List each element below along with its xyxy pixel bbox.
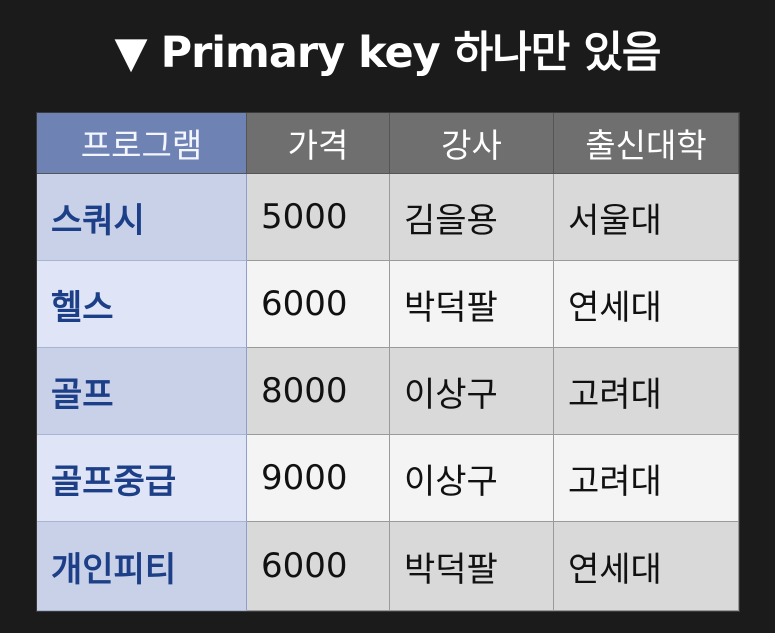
table-cell-instructor: 이상구 xyxy=(390,348,554,435)
table-cell-university: 고려대 xyxy=(554,348,739,435)
slide-title: ▼ Primary key 하나만 있음 xyxy=(114,28,662,78)
table-cell-instructor: 박덕팔 xyxy=(390,522,554,611)
table-cell-university: 연세대 xyxy=(554,522,739,611)
table-cell-price: 6000 xyxy=(247,261,390,348)
table-cell-price: 9000 xyxy=(247,435,390,522)
table-header-instructor: 강사 xyxy=(390,113,554,174)
table-cell-program: 골프중급 xyxy=(37,435,247,522)
table-cell-instructor: 김을용 xyxy=(390,174,554,261)
table-header-program: 프로그램 xyxy=(37,113,247,174)
table-cell-instructor: 이상구 xyxy=(390,435,554,522)
table-cell-program: 골프 xyxy=(37,348,247,435)
table-header-university: 출신대학 xyxy=(554,113,739,174)
table-cell-price: 6000 xyxy=(247,522,390,611)
table-header-price: 가격 xyxy=(247,113,390,174)
table-cell-university: 서울대 xyxy=(554,174,739,261)
table-cell-price: 8000 xyxy=(247,348,390,435)
data-table: 프로그램 가격 강사 출신대학 스쿼시 5000 김을용 서울대 헬스 6000… xyxy=(37,113,739,611)
table-cell-program: 스쿼시 xyxy=(37,174,247,261)
table-cell-instructor: 박덕팔 xyxy=(390,261,554,348)
table-cell-program: 헬스 xyxy=(37,261,247,348)
table-cell-program: 개인피티 xyxy=(37,522,247,611)
table-cell-university: 연세대 xyxy=(554,261,739,348)
table-cell-price: 5000 xyxy=(247,174,390,261)
table-cell-university: 고려대 xyxy=(554,435,739,522)
